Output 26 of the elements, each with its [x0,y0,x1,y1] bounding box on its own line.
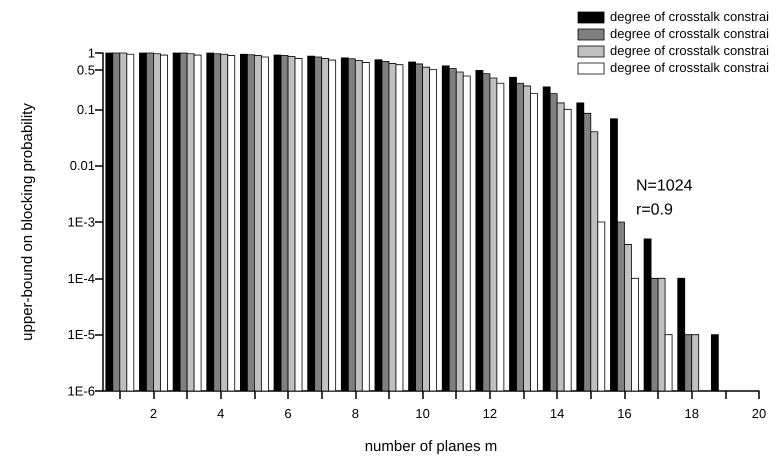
x-tick-label: 2 [150,406,158,421]
x-tick-label: 10 [415,406,430,421]
x-tick-label: 20 [752,406,766,421]
x-tick-label: 8 [352,406,359,421]
x-tick-label: 16 [617,406,632,421]
legend-label: degree of crosstalk constrai [610,60,770,75]
x-axis-title: number of planes m [364,438,498,455]
y-tick-label: 1 [88,46,95,60]
y-tick-label: 0.01 [70,158,95,174]
annotation: r=0.9 [636,202,674,218]
y-tick-label: 1E-6 [68,384,95,398]
x-tick-label: 12 [482,406,498,421]
x-tick-label: 18 [684,406,699,421]
y-tick-label: 0.5 [76,62,95,78]
x-tick-label: 14 [550,406,564,421]
y-axis-title: upper-bound on blocking probability [19,102,36,341]
y-tick-label: 1E-3 [68,214,95,230]
legend-label: degree of crosstalk constrai [610,26,770,41]
x-tick-label: 6 [284,406,292,421]
legend-label: degree of crosstalk constrai [610,43,770,58]
y-tick-label: 1E-4 [68,270,95,286]
x-tick-label: 4 [217,406,224,421]
legend-label: degree of crosstalk constrai [610,9,770,24]
y-tick-label: 1E-5 [68,327,95,342]
y-tick-label: 0.1 [76,102,95,117]
annotation: N=1024 [636,178,693,194]
